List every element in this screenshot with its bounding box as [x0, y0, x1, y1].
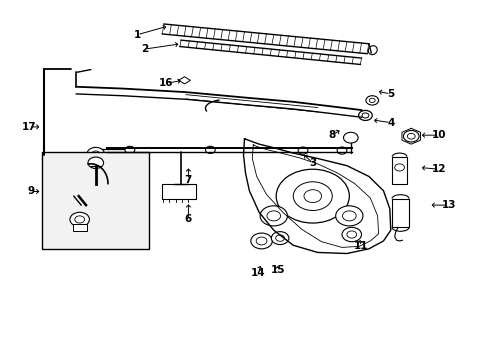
Circle shape: [407, 134, 414, 139]
Text: 2: 2: [141, 44, 148, 54]
Circle shape: [70, 212, 89, 226]
Circle shape: [205, 146, 215, 153]
Circle shape: [342, 211, 355, 221]
Text: 13: 13: [441, 200, 456, 210]
Bar: [391, 157, 406, 184]
Bar: [391, 199, 408, 227]
Text: 7: 7: [184, 175, 192, 185]
Circle shape: [275, 235, 284, 241]
Circle shape: [266, 211, 280, 221]
Circle shape: [358, 111, 371, 121]
Circle shape: [260, 206, 287, 226]
Circle shape: [250, 233, 272, 249]
Circle shape: [271, 231, 288, 244]
Circle shape: [75, 216, 84, 223]
Bar: [99, 149, 131, 163]
Circle shape: [336, 147, 346, 154]
Text: 14: 14: [250, 268, 265, 278]
Circle shape: [293, 182, 331, 211]
Bar: [42, 152, 149, 249]
Circle shape: [394, 164, 404, 171]
Bar: [161, 184, 195, 199]
Text: 3: 3: [308, 158, 316, 168]
Text: 12: 12: [431, 164, 446, 174]
Text: 8: 8: [328, 130, 335, 140]
Circle shape: [365, 96, 378, 105]
Text: 11: 11: [353, 241, 368, 251]
Circle shape: [341, 227, 361, 242]
Bar: [73, 225, 86, 231]
Circle shape: [125, 146, 135, 153]
Circle shape: [343, 132, 357, 143]
Text: 9: 9: [28, 186, 35, 197]
Text: 10: 10: [431, 130, 446, 140]
Circle shape: [346, 231, 356, 238]
Text: 4: 4: [386, 118, 394, 128]
Text: 16: 16: [159, 78, 173, 88]
Circle shape: [368, 98, 374, 103]
Circle shape: [335, 206, 362, 226]
Circle shape: [92, 151, 100, 157]
Circle shape: [256, 237, 266, 245]
Circle shape: [361, 113, 368, 118]
Text: 5: 5: [386, 89, 394, 99]
Text: 17: 17: [21, 122, 36, 132]
Circle shape: [87, 147, 104, 160]
Circle shape: [403, 131, 418, 142]
Circle shape: [304, 190, 321, 203]
Text: 6: 6: [184, 215, 192, 224]
Text: 1: 1: [133, 30, 141, 40]
Circle shape: [276, 169, 348, 223]
Circle shape: [88, 157, 103, 168]
Ellipse shape: [367, 46, 376, 55]
Text: 15: 15: [270, 265, 285, 275]
Circle shape: [298, 147, 307, 154]
